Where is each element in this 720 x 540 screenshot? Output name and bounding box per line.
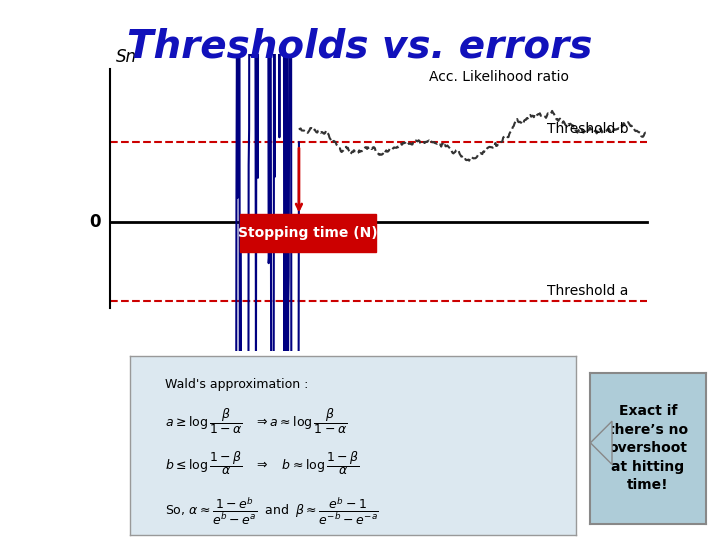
Text: $b \leq \log\dfrac{1-\beta}{\alpha}$$\quad \Rightarrow \quad b \approx \log\dfra: $b \leq \log\dfrac{1-\beta}{\alpha}$$\qu… <box>166 449 360 477</box>
Text: Stopping time (N): Stopping time (N) <box>238 226 377 240</box>
Text: Exact if
there’s no
overshoot
at hitting
time!: Exact if there’s no overshoot at hitting… <box>608 404 688 492</box>
Text: 0: 0 <box>89 213 101 231</box>
Polygon shape <box>590 421 612 464</box>
Text: Acc. Likelihood ratio: Acc. Likelihood ratio <box>429 70 569 84</box>
Text: $a \geq \log\dfrac{\beta}{1-\alpha}$$\quad \Rightarrow a \approx \log\dfrac{\bet: $a \geq \log\dfrac{\beta}{1-\alpha}$$\qu… <box>166 406 348 436</box>
Text: Thresholds vs. errors: Thresholds vs. errors <box>127 27 593 65</box>
Text: Threshold b: Threshold b <box>547 122 629 136</box>
Text: Wald's approximation :: Wald's approximation : <box>166 378 309 391</box>
Text: Sn: Sn <box>116 48 137 66</box>
Text: So, $\alpha \approx \dfrac{1-e^{b}}{e^{b}-e^{a}}$$\;$ and $\; \beta \approx \dfr: So, $\alpha \approx \dfrac{1-e^{b}}{e^{b… <box>166 495 379 527</box>
Text: Threshold a: Threshold a <box>547 284 629 298</box>
FancyBboxPatch shape <box>240 214 376 252</box>
